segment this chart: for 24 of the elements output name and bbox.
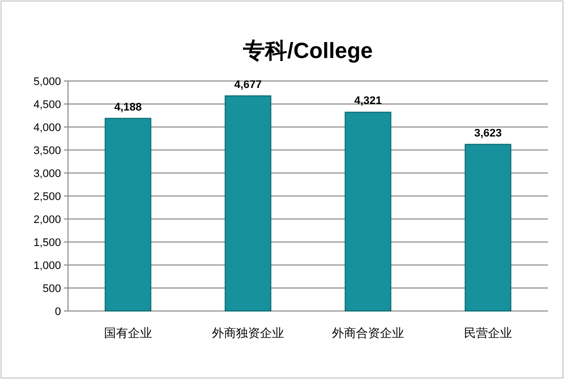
data-label: 4,677 bbox=[234, 78, 262, 91]
data-label: 3,623 bbox=[474, 127, 502, 140]
bar bbox=[344, 112, 392, 312]
y-tick-label: 1,500 bbox=[33, 237, 61, 249]
y-tick-label: 1,000 bbox=[33, 260, 61, 272]
x-tick-label: 外商合资企业 bbox=[332, 326, 404, 340]
bar bbox=[104, 118, 152, 312]
y-tick-label: 4,500 bbox=[33, 99, 61, 111]
x-tick-label: 外商独资企业 bbox=[212, 326, 284, 340]
y-tick-label: 3,500 bbox=[33, 145, 61, 157]
y-tick-label: 4,000 bbox=[33, 122, 61, 134]
data-label: 4,321 bbox=[354, 95, 382, 108]
data-label: 4,188 bbox=[114, 101, 142, 114]
chart-title: 专科/College bbox=[242, 38, 373, 63]
x-tick-label: 民营企业 bbox=[464, 326, 512, 340]
y-tick-label: 2,000 bbox=[33, 214, 61, 226]
y-tick-label: 3,000 bbox=[33, 168, 61, 180]
x-tick-label: 国有企业 bbox=[104, 326, 152, 340]
y-tick-label: 0 bbox=[54, 306, 61, 318]
bar bbox=[224, 95, 272, 312]
bar bbox=[464, 144, 512, 312]
y-tick-label: 5,000 bbox=[33, 76, 61, 88]
y-tick-label: 500 bbox=[42, 283, 61, 295]
y-tick-label: 2,500 bbox=[33, 191, 61, 203]
